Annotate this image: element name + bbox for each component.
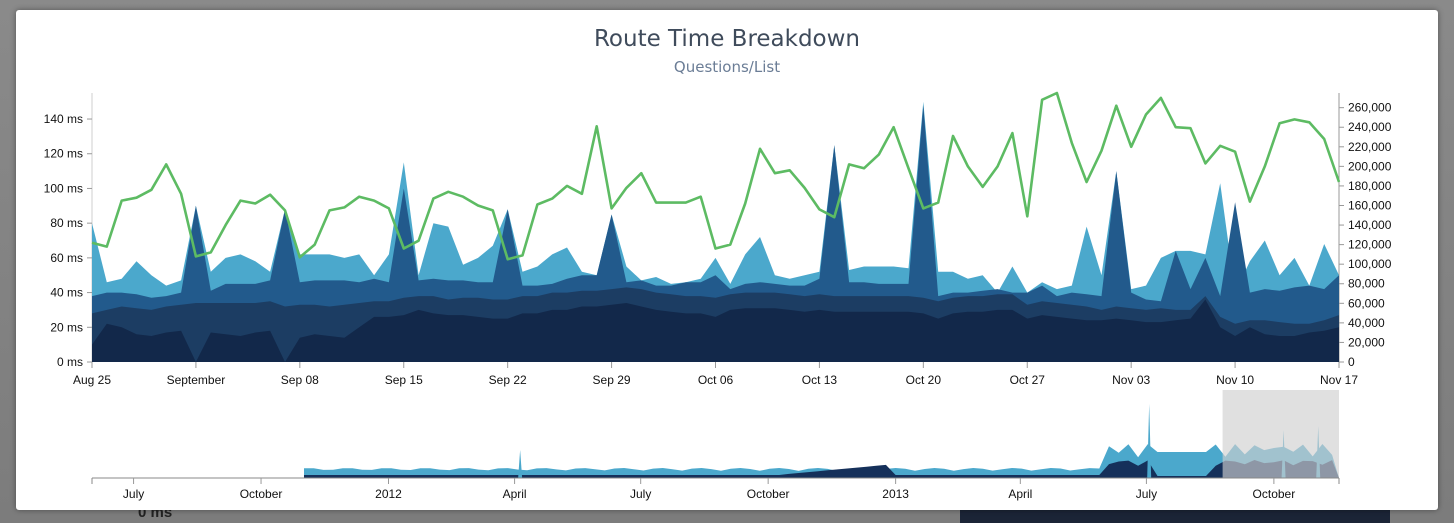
right-tick-label: 80,000	[1348, 277, 1385, 291]
chart-title: Route Time Breakdown	[593, 26, 861, 52]
overview-tick-label: 2013	[882, 487, 909, 501]
overview-tick-label: July	[630, 487, 651, 501]
left-tick-label: 60 ms	[50, 251, 83, 265]
right-tick-label: 20,000	[1348, 335, 1385, 349]
overview-spike	[1147, 404, 1152, 478]
overview-tick-label: October	[240, 487, 283, 501]
x-tick-label: Sep 08	[281, 373, 319, 387]
left-tick-label: 120 ms	[44, 147, 83, 161]
right-tick-label: 60,000	[1348, 296, 1385, 310]
x-tick-label: Sep 15	[385, 373, 423, 387]
right-tick-label: 140,000	[1348, 218, 1392, 232]
area-layer-1	[92, 299, 1339, 362]
right-tick-label: 260,000	[1348, 101, 1392, 115]
left-tick-label: 80 ms	[50, 216, 83, 230]
right-tick-label: 220,000	[1348, 140, 1392, 154]
route-time-chart[interactable]: 0 ms 20 ms 40 ms 60 ms 80 ms 100 ms 120 ms 140 …	[16, 10, 1438, 510]
right-tick-label: 100,000	[1348, 257, 1392, 271]
x-tick-label: Oct 20	[906, 373, 942, 387]
x-tick-label: Oct 27	[1010, 373, 1046, 387]
right-tick-label: 180,000	[1348, 179, 1392, 193]
overview-tick-label: July	[1136, 487, 1157, 501]
right-tick-label: 240,000	[1348, 120, 1392, 134]
overview-tick-label: April	[503, 487, 527, 501]
left-tick-label: 140 ms	[44, 112, 83, 126]
overview-spike	[518, 450, 523, 478]
chart-modal: Route Time Breakdown Questions/List 0 ms…	[16, 10, 1438, 510]
right-tick-label: 0	[1348, 355, 1355, 369]
hits-line	[91, 91, 1341, 261]
x-tick-label: Oct 13	[802, 373, 838, 387]
overview-selection	[1222, 390, 1339, 478]
right-tick-label: 120,000	[1348, 238, 1392, 252]
x-tick-label: Nov 17	[1320, 373, 1358, 387]
x-tick-label: Sep 29	[593, 373, 631, 387]
overview-tick-label: October	[747, 487, 790, 501]
overview-tick-label: April	[1008, 487, 1032, 501]
right-tick-label: 200,000	[1348, 159, 1392, 173]
chart-subtitle[interactable]: Questions/List	[673, 58, 781, 76]
left-tick-label: 20 ms	[50, 320, 83, 334]
x-tick-label: September	[167, 373, 226, 387]
x-tick-label: Nov 03	[1112, 373, 1150, 387]
left-tick-label: 40 ms	[50, 286, 83, 300]
overview-tick-label: October	[1253, 487, 1296, 501]
right-tick-label: 40,000	[1348, 316, 1385, 330]
left-tick-label: 100 ms	[44, 181, 83, 195]
x-tick-label: Oct 06	[698, 373, 734, 387]
x-tick-label: Nov 10	[1216, 373, 1254, 387]
left-tick-label: 0 ms	[57, 355, 83, 369]
area-layer-3	[92, 105, 1339, 362]
overview-tick-label: July	[123, 487, 144, 501]
overview-tick-label: 2012	[375, 487, 402, 501]
overview-area-light	[303, 444, 1339, 478]
right-tick-label: 160,000	[1348, 198, 1392, 212]
x-tick-label: Sep 22	[489, 373, 527, 387]
x-tick-label: Aug 25	[73, 373, 111, 387]
